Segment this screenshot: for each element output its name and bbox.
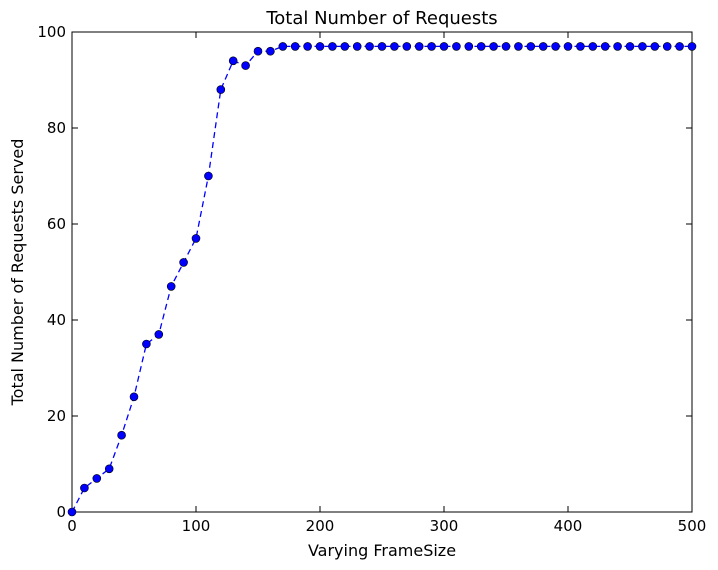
data-point [687,42,697,51]
plot-area: 0 100 200 300 400 500 0 20 40 60 80 100 [37,23,706,535]
data-point [377,42,387,51]
data-point [650,42,660,51]
y-tick-label: 60 [47,215,66,233]
data-point [576,42,585,51]
data-point [526,42,536,51]
x-tick-label: 500 [678,517,707,535]
y-tick-label: 80 [47,119,66,137]
data-point [328,42,337,51]
data-point [352,42,362,51]
y-tick-label: 40 [47,311,66,329]
data-point [439,42,449,51]
data-point [452,42,461,51]
data-point [464,42,474,51]
x-tick-label: 400 [554,517,583,535]
data-point [402,42,412,51]
data-point [92,474,102,483]
data-point [365,42,374,51]
data-point [427,42,436,51]
data-point [117,430,126,440]
data-point [476,42,486,51]
data-point [290,42,300,51]
data-point [563,42,573,51]
series-line [71,45,692,513]
y-tick-label: 0 [56,503,66,521]
data-point [600,42,610,51]
data-point [538,42,548,51]
data-point [662,42,672,51]
x-tick-label: 300 [430,517,459,535]
data-point [303,42,312,51]
data-point [142,339,151,349]
data-point [241,61,250,70]
data-point [204,171,213,181]
data-point [501,42,511,51]
data-point [266,46,275,56]
data-point [191,234,201,243]
data-point [340,42,350,51]
data-point [489,42,498,51]
x-tick-label: 200 [306,517,335,535]
y-tick-label: 20 [47,407,66,425]
data-point [613,42,622,51]
data-point [166,282,176,291]
x-tick-label: 0 [67,517,77,535]
data-point [278,42,288,51]
data-point [551,42,560,51]
y-tick-label: 100 [37,23,66,41]
y-axis-label: Total Number of Requests Served [8,139,27,407]
data-point [588,42,598,51]
data-point [129,392,139,402]
data-point [253,46,263,56]
data-point [104,464,114,474]
series-points [67,42,697,517]
data-point [414,42,424,51]
x-tick-label: 100 [182,517,211,535]
data-point [179,258,188,267]
plot-frame [71,31,693,513]
data-point [675,42,684,51]
data-point [154,330,164,339]
data-point [228,56,238,66]
data-point [638,42,647,51]
data-point [80,483,89,493]
data-point [315,42,325,51]
axis-ticks: 0 100 200 300 400 500 0 20 40 60 80 100 [37,23,706,535]
data-point [390,42,399,51]
data-point [625,42,635,51]
chart-title: Total Number of Requests [265,8,497,29]
data-point [67,507,77,517]
data-point [216,85,226,94]
x-axis-label: Varying FrameSize [308,541,456,560]
data-point [514,42,523,51]
